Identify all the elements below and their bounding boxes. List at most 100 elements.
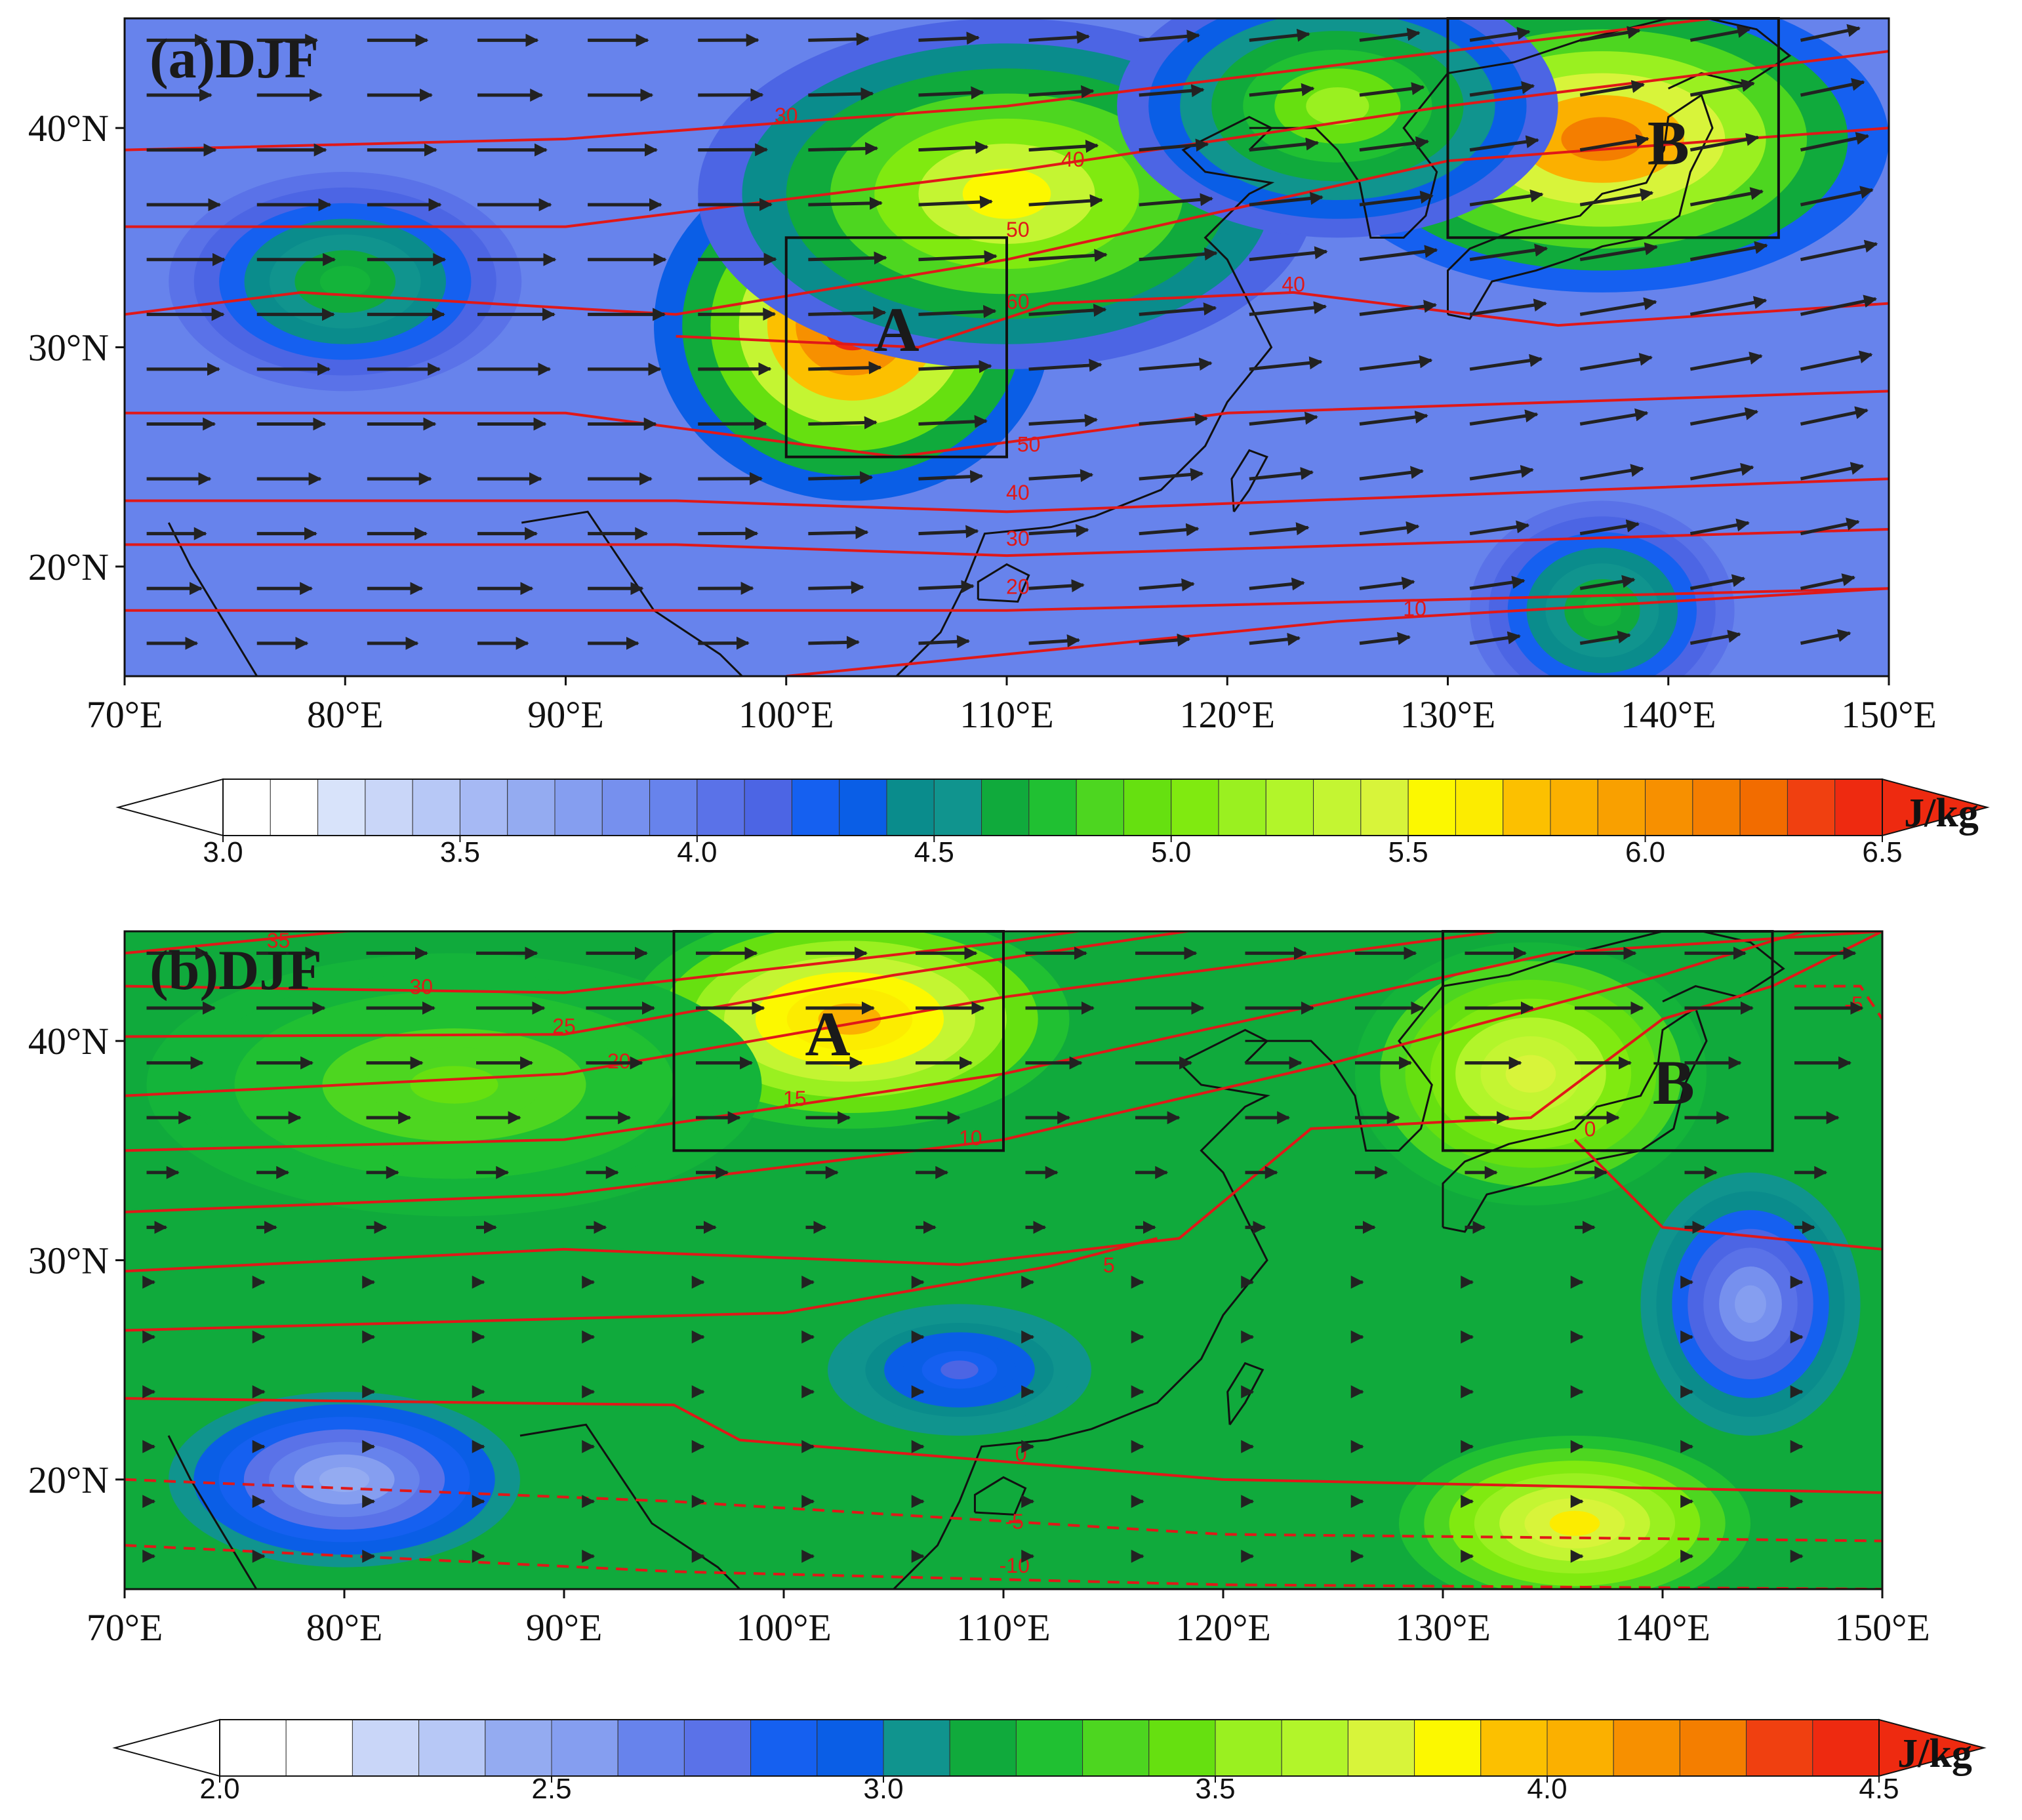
x-tick-label: 100°E — [736, 1606, 832, 1649]
coastline-6 — [1442, 1006, 1708, 1233]
wind-vector — [1359, 521, 1420, 536]
colorbar-swatch — [1746, 1719, 1813, 1777]
wind-vector — [1249, 246, 1328, 262]
wind-vector — [808, 580, 864, 594]
panel-b-region-boxes: AB — [672, 930, 1774, 1152]
wind-vector — [1028, 524, 1089, 538]
contour-label-3: 20 — [607, 1049, 631, 1073]
wind-vector — [808, 87, 874, 101]
coastline-4 — [1230, 449, 1268, 513]
colorbar-swatch — [883, 1719, 950, 1777]
colorbar-tick-label: 3.0 — [203, 836, 243, 868]
wind-vector — [808, 471, 874, 485]
region-label-a: A — [874, 294, 919, 365]
field-level-3-6 — [1306, 87, 1369, 125]
x-tick-label: 80°E — [307, 693, 384, 736]
wind-vector — [1359, 190, 1434, 207]
wind-vector — [1359, 300, 1438, 316]
colorbar-swatch — [219, 1719, 287, 1777]
contour-label-9: -10 — [1000, 1554, 1030, 1577]
x-tick-label: 90°E — [527, 693, 604, 736]
wind-vector — [918, 415, 988, 428]
wind-vector — [1689, 187, 1764, 207]
contour-dashed-2 — [1794, 984, 1882, 1020]
wind-vector — [1249, 356, 1323, 371]
colorbar-tick-label: 6.0 — [1625, 836, 1665, 868]
panel-b-wind-vectors — [142, 946, 1864, 1563]
colorbar-tick-label: 2.0 — [199, 1773, 239, 1805]
colorbar-tick-label: 5.0 — [1151, 836, 1191, 868]
wind-vector — [1579, 408, 1649, 426]
contour-line-5 — [125, 477, 1889, 514]
wind-vector — [1249, 411, 1318, 426]
wind-vector — [1800, 629, 1851, 645]
wind-vector — [1139, 193, 1213, 207]
wind-vector — [1139, 523, 1200, 536]
panel-b-contours: 35 30 25 20 15 10 5 0 -5 -10 0 -5 — [125, 931, 1882, 1589]
wind-vector — [1800, 573, 1856, 590]
field-level-3-6 — [410, 1066, 498, 1104]
panel-a-wind-vectors — [146, 24, 1878, 650]
wind-vector — [808, 306, 887, 319]
field-level-5-6 — [1583, 594, 1621, 626]
colorbar-swatch — [459, 779, 508, 836]
wind-vector — [1800, 132, 1870, 152]
colorbar-swatch — [1265, 779, 1314, 836]
wind-vector — [1249, 632, 1301, 646]
wind-vector — [1139, 468, 1204, 481]
wind-vector — [1689, 630, 1741, 645]
contour-label-4: 40 — [1282, 272, 1305, 296]
wind-vector — [1359, 466, 1425, 481]
colorbar-swatch — [683, 1719, 752, 1777]
colorbar-swatch — [1218, 779, 1266, 836]
coastline-1 — [521, 510, 743, 676]
wind-vector — [1028, 579, 1085, 593]
wind-vector — [1249, 522, 1310, 536]
contour-line-0 — [125, 931, 371, 955]
colorbar-tick-label: 6.5 — [1862, 836, 1902, 868]
colorbar-swatch — [617, 1719, 685, 1777]
wind-vector — [1800, 186, 1874, 207]
wind-vector — [1469, 631, 1521, 645]
wind-vector — [1469, 81, 1535, 97]
wind-vector — [1579, 575, 1636, 590]
wind-vector — [1689, 79, 1755, 97]
colorbar-tick-label: 4.0 — [677, 836, 717, 868]
panel-a-contours: 30 40 50 60 40 50 40 30 20 10 — [125, 18, 1889, 676]
wind-vector — [1249, 466, 1314, 481]
colorbar-swatch — [1028, 779, 1077, 836]
wind-vector — [1579, 519, 1640, 536]
field-level-5-6 — [319, 1466, 370, 1492]
colorbar-tick-label: 3.5 — [440, 836, 480, 868]
contour-line-3 — [676, 291, 1889, 349]
wind-vector — [918, 140, 989, 154]
wind-vector — [1028, 249, 1108, 262]
colorbar-swatch — [1455, 779, 1504, 836]
wind-vector — [1139, 413, 1208, 426]
x-tick-label: 110°E — [956, 1606, 1050, 1649]
coastline-0 — [167, 1435, 300, 1589]
wind-vector — [1689, 574, 1746, 590]
wind-vector — [1139, 357, 1213, 371]
coastline-5 — [977, 563, 1030, 603]
wind-vector — [1800, 350, 1873, 371]
colorbar-tick-label: 4.0 — [1527, 1773, 1567, 1805]
wind-vector — [918, 635, 971, 649]
colorbar-swatch — [1503, 779, 1551, 836]
colorbar-swatch — [352, 1719, 420, 1777]
wind-vector — [1359, 576, 1415, 590]
field-level-6-6 — [1735, 1285, 1766, 1324]
contour-line-5 — [125, 931, 1808, 1213]
wind-vector — [1469, 135, 1539, 152]
x-tick-label: 130°E — [1395, 1606, 1491, 1649]
colorbar-min-extension — [115, 778, 224, 837]
wind-vector — [1139, 633, 1191, 647]
wind-vector — [1249, 192, 1324, 207]
contour-line-7 — [125, 587, 1889, 612]
contour-label-1: 40 — [1061, 148, 1085, 171]
contour-line-8 — [786, 587, 1889, 676]
wind-vector — [1359, 411, 1428, 426]
wind-vector — [918, 86, 984, 100]
colorbar-swatch — [507, 779, 556, 836]
